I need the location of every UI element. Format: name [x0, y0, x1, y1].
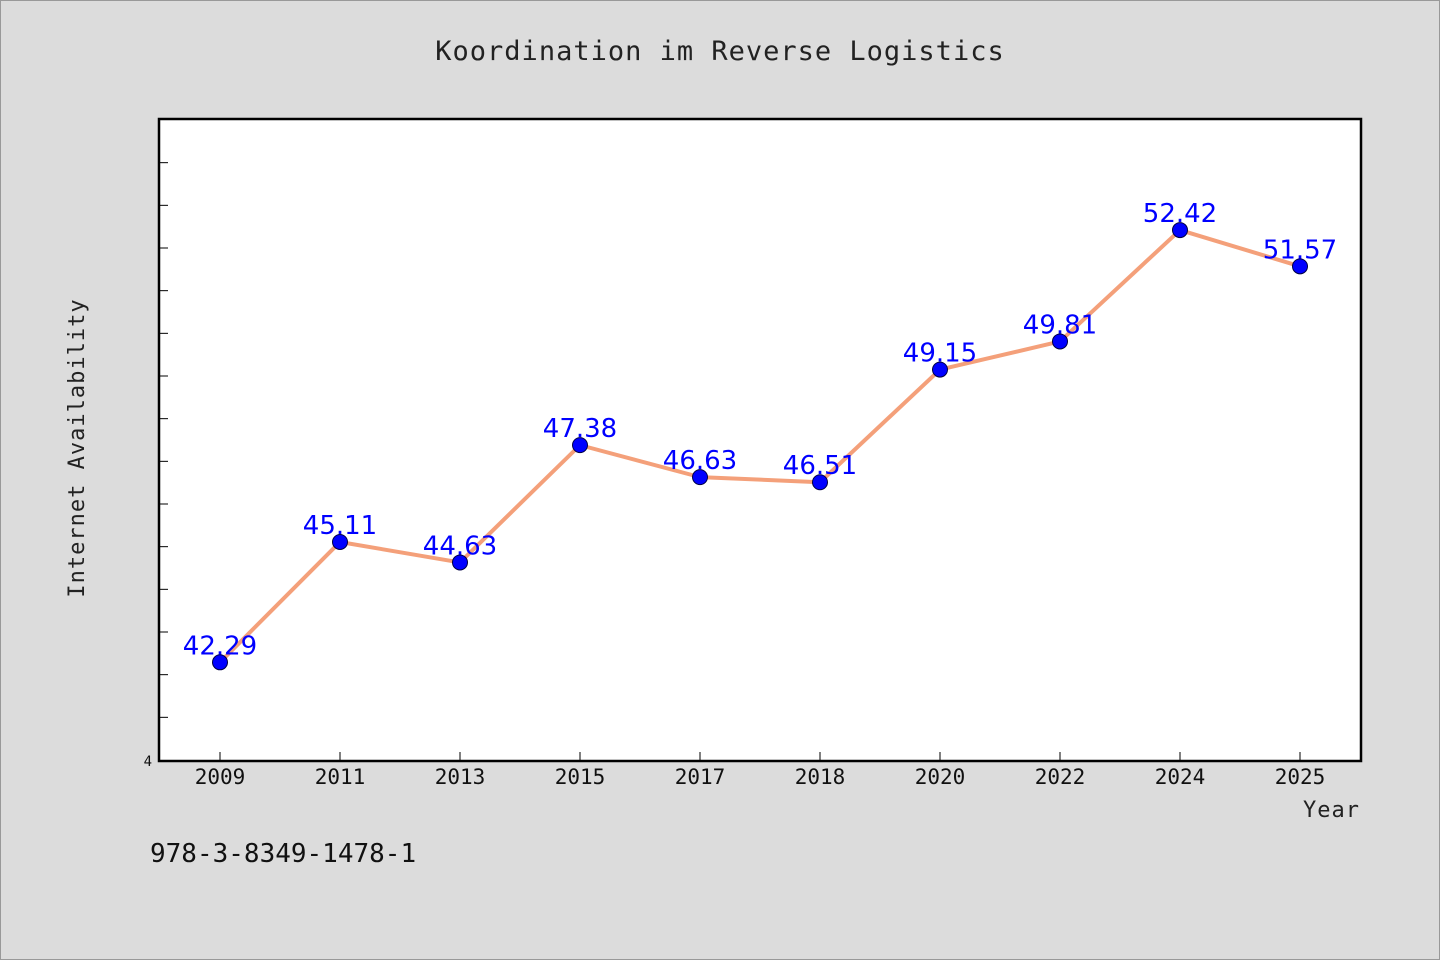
y-axis-label: Internet Availability: [65, 298, 90, 597]
data-value-label: 42.29: [183, 631, 257, 661]
x-tick-label: 2018: [795, 765, 846, 789]
x-tick-label: 2013: [435, 765, 486, 789]
data-value-label: 49.15: [903, 339, 977, 369]
data-point: [452, 554, 468, 571]
data-value-label: 47.38: [543, 414, 617, 444]
data-point: [332, 533, 348, 550]
x-tick-label: 2020: [915, 765, 966, 789]
footer-text: 978-3-8349-1478-1: [150, 839, 416, 869]
x-tick-label: 2015: [555, 765, 606, 789]
data-value-label: 46.51: [783, 451, 857, 481]
x-tick-label: 2017: [675, 765, 726, 789]
plot-area: [157, 117, 1363, 763]
data-point: [1052, 333, 1068, 350]
x-axis-ticks: [219, 752, 1301, 760]
x-axis-tick-labels: 2009 2011 2013 2015 2017 2018 2020 2022 2024 2025: [195, 765, 1326, 789]
data-point: [1292, 258, 1308, 275]
data-value-label: 44.63: [423, 531, 497, 561]
data-value-label: 45.11: [303, 511, 377, 541]
chart-title: Koordination im Reverse Logistics: [435, 36, 1004, 67]
data-point: [572, 437, 588, 454]
data-point: [812, 474, 828, 491]
x-tick-label: 2022: [1035, 765, 1086, 789]
data-value-label: 52.42: [1143, 199, 1217, 229]
x-tick-label: 2009: [195, 765, 246, 789]
data-point: [1172, 222, 1188, 239]
y-axis-ticks: [160, 162, 168, 718]
y-tick-label: 4: [144, 754, 152, 770]
data-point: [932, 361, 948, 378]
data-value-labels: 42.29 45.11 44.63 47.38 46.63 46.51 49.15 49.81…: [183, 199, 1337, 661]
x-tick-label: 2024: [1155, 765, 1206, 789]
data-value-label: 51.57: [1263, 235, 1337, 265]
series-line: [218, 228, 1302, 665]
x-axis-label: Year: [1303, 798, 1360, 823]
x-tick-label: 2011: [315, 765, 366, 789]
x-tick-label: 2025: [1275, 765, 1326, 789]
data-value-label: 49.81: [1023, 310, 1097, 340]
data-point: [212, 654, 228, 671]
data-value-label: 46.63: [663, 446, 737, 476]
data-points: [212, 222, 1308, 671]
data-point: [692, 469, 708, 486]
